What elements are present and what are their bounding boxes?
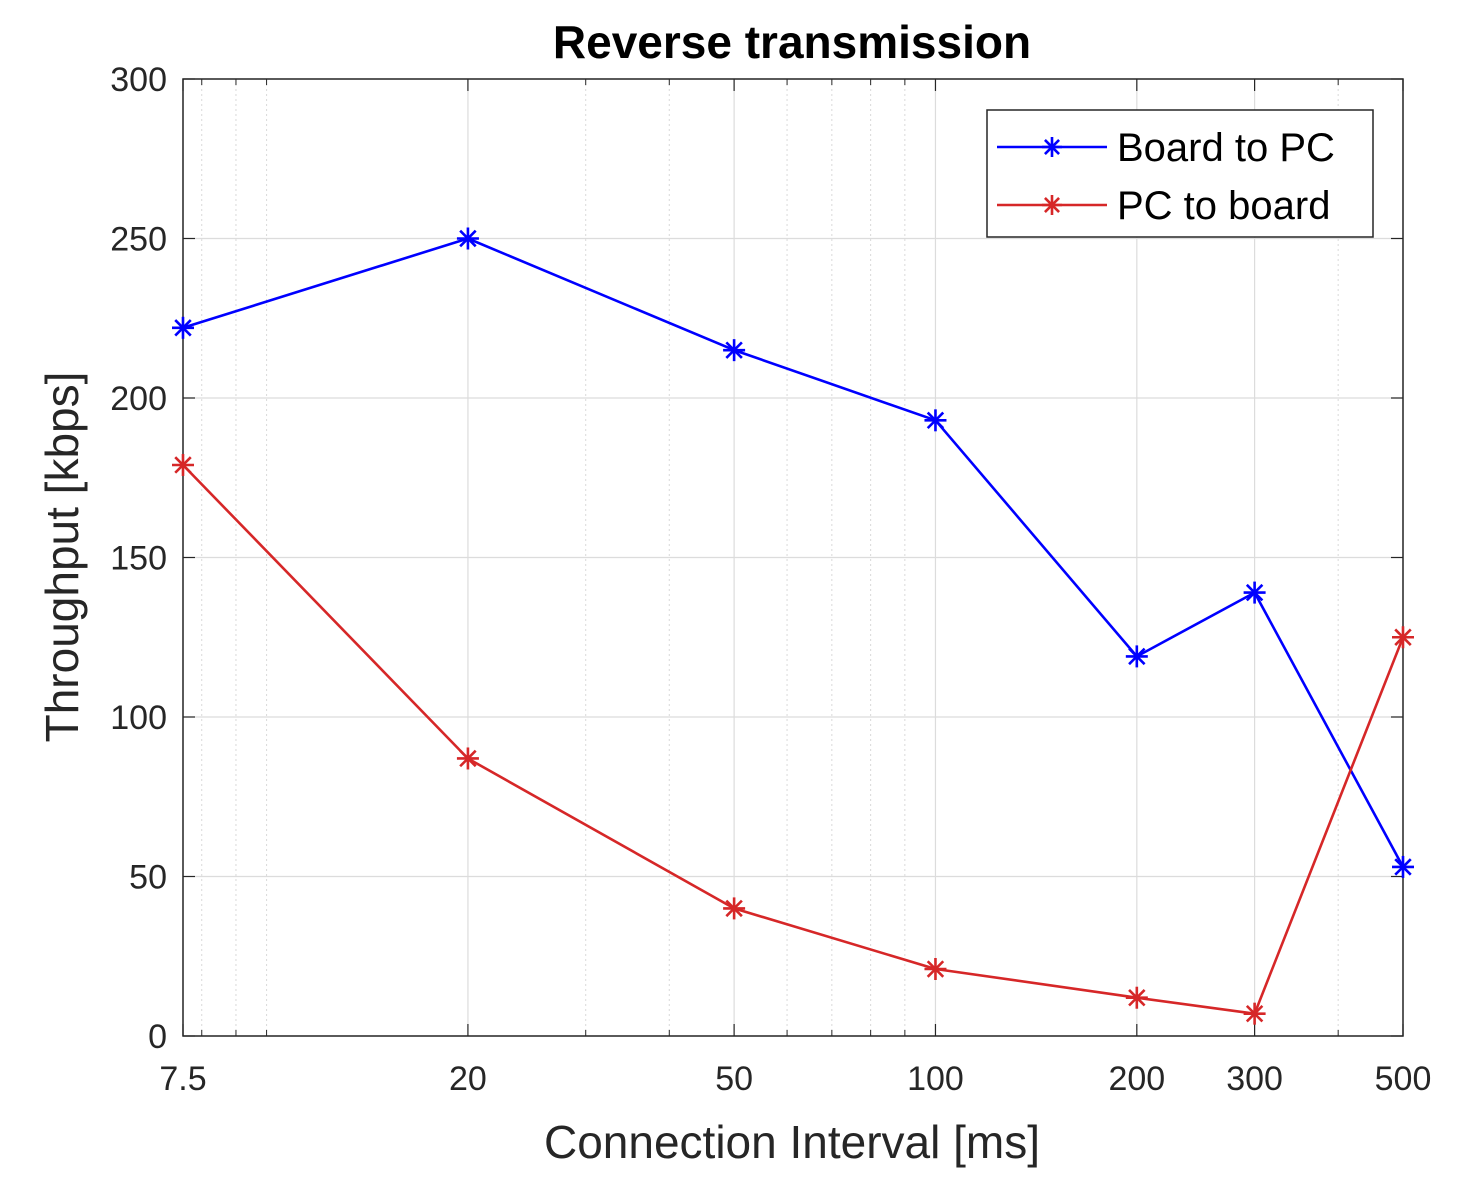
marker-stroke xyxy=(1044,197,1060,213)
x-tick-label: 100 xyxy=(907,1060,964,1098)
y-tick-labels: 0 50 100 150 200 250 300 xyxy=(110,61,167,1056)
chart-title: Reverse transmission xyxy=(553,16,1031,68)
marker-stroke xyxy=(1394,628,1412,646)
data-point xyxy=(723,897,746,920)
y-tick-label: 300 xyxy=(110,61,167,99)
data-point xyxy=(172,453,194,476)
data-point xyxy=(172,316,194,339)
marker-stroke xyxy=(725,899,743,918)
x-tick-label: 300 xyxy=(1226,1060,1283,1098)
marker-stroke xyxy=(459,229,477,248)
y-tick-label: 200 xyxy=(110,380,167,418)
axis-ticks xyxy=(182,78,1404,1037)
x-tick-label: 500 xyxy=(1375,1060,1432,1098)
legend-label: PC to board xyxy=(1117,184,1330,228)
data-point xyxy=(1125,645,1148,668)
legend-marker xyxy=(1042,195,1062,215)
legend-box xyxy=(986,109,1374,238)
x-tick-label: 50 xyxy=(715,1060,753,1098)
legend-item: Board to PC xyxy=(997,126,1335,170)
legend: Board to PC PC to board xyxy=(986,109,1374,238)
data-point xyxy=(456,747,479,770)
marker-stroke xyxy=(725,341,743,359)
data-point xyxy=(1392,855,1414,878)
x-tick-label: 7.5 xyxy=(159,1060,206,1098)
marker-stroke xyxy=(926,960,945,978)
series-layer xyxy=(172,227,1414,1025)
series-2 xyxy=(172,453,1414,1025)
y-tick-label: 250 xyxy=(110,221,167,259)
data-point xyxy=(924,409,947,432)
data-point xyxy=(456,227,479,250)
y-tick-label: 100 xyxy=(110,699,167,737)
data-point xyxy=(924,958,947,981)
legend-label: Board to PC xyxy=(1117,126,1335,170)
y-axis-title: Throughput [kbps] xyxy=(36,372,88,743)
series-1 xyxy=(172,227,1414,878)
data-point xyxy=(1243,581,1266,604)
marker-stroke xyxy=(1044,139,1060,155)
marker-stroke xyxy=(1128,647,1146,666)
legend-marker xyxy=(1042,137,1062,157)
marker-stroke xyxy=(1128,989,1146,1007)
y-tick-label: 50 xyxy=(129,859,167,897)
x-tick-label: 200 xyxy=(1108,1060,1165,1098)
marker-stroke xyxy=(174,319,192,337)
data-point xyxy=(1243,1002,1266,1025)
marker-stroke xyxy=(459,749,477,768)
x-tick-labels: 7.5 20 50 100 200 300 500 xyxy=(159,1060,1431,1098)
data-point xyxy=(1125,986,1148,1009)
data-point xyxy=(723,339,746,362)
marker-stroke xyxy=(1245,1004,1264,1023)
marker-stroke xyxy=(926,411,945,430)
x-tick-label: 20 xyxy=(449,1060,487,1098)
legend-item: PC to board xyxy=(997,184,1330,228)
x-axis-title: Connection Interval [ms] xyxy=(544,1116,1040,1168)
marker-stroke xyxy=(1245,583,1264,602)
y-tick-label: 0 xyxy=(148,1018,167,1056)
data-point xyxy=(1392,626,1414,649)
marker-stroke xyxy=(174,456,192,474)
marker-stroke xyxy=(1394,858,1412,876)
y-tick-label: 150 xyxy=(110,540,167,578)
